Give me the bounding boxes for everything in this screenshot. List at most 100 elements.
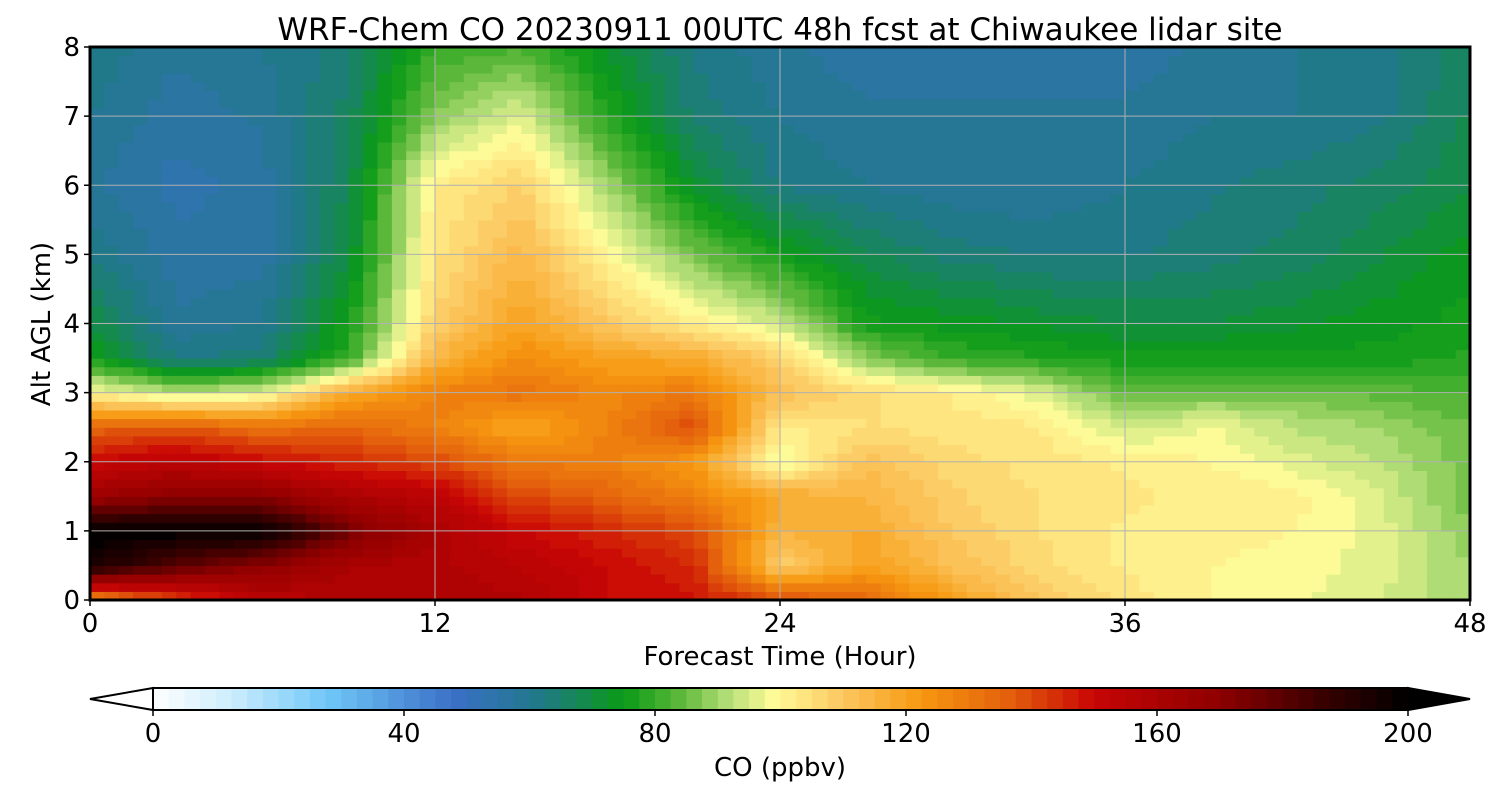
- heatmap-cell: [636, 107, 652, 117]
- heatmap-cell: [607, 219, 623, 230]
- heatmap-cell: [751, 556, 767, 567]
- heatmap-cell: [952, 133, 968, 143]
- heatmap-cell: [320, 280, 335, 290]
- heatmap-cell: [808, 461, 824, 471]
- heatmap-cell: [262, 513, 278, 523]
- heatmap-cell: [233, 591, 249, 601]
- heatmap-cell: [1168, 332, 1184, 342]
- heatmap-cell: [995, 358, 1011, 368]
- heatmap-cell: [938, 116, 954, 126]
- heatmap-cell: [1153, 574, 1169, 584]
- heatmap-cell: [104, 409, 120, 420]
- heatmap-cell: [765, 306, 781, 316]
- heatmap-cell: [679, 55, 695, 65]
- heatmap-cell: [765, 418, 781, 428]
- heatmap-cell: [650, 435, 666, 446]
- heatmap-cell: [1110, 513, 1126, 523]
- heatmap-cell: [693, 366, 709, 376]
- heatmap-cell: [636, 513, 652, 523]
- heatmap-cell: [320, 159, 335, 169]
- heatmap-cell: [1067, 237, 1083, 247]
- heatmap-cell: [679, 228, 695, 238]
- heatmap-cell: [248, 55, 264, 65]
- heatmap-cell: [1010, 254, 1025, 264]
- heatmap-cell: [679, 522, 695, 532]
- heatmap-cell: [377, 193, 393, 204]
- heatmap-cell: [1038, 185, 1054, 195]
- heatmap-cell: [550, 107, 565, 117]
- heatmap-cell: [521, 167, 537, 178]
- heatmap-cell: [176, 470, 192, 480]
- heatmap-cell: [765, 548, 781, 558]
- heatmap-cell: [161, 332, 177, 342]
- heatmap-cell: [90, 288, 105, 299]
- heatmap-cell: [1196, 409, 1212, 420]
- heatmap-cell: [650, 219, 666, 230]
- heatmap-cell: [665, 263, 680, 273]
- heatmap-cell: [981, 496, 997, 506]
- heatmap-cell: [104, 332, 120, 342]
- heatmap-cell: [435, 280, 450, 290]
- heatmap-cell: [952, 211, 968, 221]
- heatmap-cell: [995, 323, 1011, 333]
- heatmap-cell: [693, 64, 709, 74]
- heatmap-cell: [1168, 358, 1184, 368]
- heatmap-cell: [650, 401, 666, 411]
- heatmap-cell: [276, 306, 292, 316]
- heatmap-cell: [636, 193, 652, 204]
- heatmap-cell: [205, 72, 220, 83]
- heatmap-cell: [966, 332, 982, 342]
- heatmap-cell: [665, 142, 680, 152]
- heatmap-cell: [478, 254, 494, 264]
- heatmap-cell: [880, 47, 896, 57]
- heatmap-cell: [995, 72, 1011, 83]
- heatmap-cell: [736, 202, 752, 212]
- heatmap-cell: [521, 496, 537, 506]
- heatmap-cell: [708, 47, 724, 57]
- heatmap-cell: [938, 496, 954, 506]
- heatmap-cell: [463, 444, 479, 454]
- heatmap-cell: [851, 228, 867, 238]
- heatmap-cell: [1110, 159, 1126, 169]
- heatmap-cell: [176, 297, 192, 307]
- heatmap-cell: [420, 591, 436, 601]
- heatmap-cell: [650, 349, 666, 359]
- heatmap-cell: [751, 202, 767, 212]
- heatmap-cell: [233, 72, 249, 83]
- heatmap-cell: [693, 548, 709, 558]
- heatmap-cell: [262, 539, 278, 549]
- heatmap-cell: [478, 383, 494, 394]
- heatmap-cell: [952, 513, 968, 523]
- heatmap-cell: [248, 513, 264, 523]
- heatmap-cell: [880, 202, 896, 212]
- heatmap-cell: [205, 435, 220, 446]
- heatmap-cell: [650, 72, 666, 83]
- heatmap-cell: [348, 193, 364, 204]
- heatmap-cell: [161, 306, 177, 316]
- heatmap-cell: [334, 314, 350, 325]
- heatmap-cell: [736, 409, 752, 420]
- heatmap-cell: [1081, 513, 1097, 523]
- heatmap-cell: [607, 297, 623, 307]
- heatmap-cell: [535, 263, 551, 273]
- heatmap-cell: [880, 245, 896, 255]
- heatmap-cell: [607, 522, 623, 532]
- heatmap-cell: [621, 392, 637, 402]
- heatmap-cell: [320, 461, 335, 471]
- heatmap-cell: [449, 159, 465, 169]
- heatmap-cell: [780, 435, 795, 446]
- heatmap-cell: [305, 228, 321, 238]
- heatmap-cell: [607, 383, 623, 394]
- heatmap-cell: [478, 453, 494, 463]
- heatmap-cell: [938, 228, 954, 238]
- heatmap-cell: [995, 530, 1011, 541]
- heatmap-cell: [952, 530, 968, 541]
- heatmap-cell: [550, 159, 565, 169]
- heatmap-cell: [363, 375, 379, 385]
- heatmap-cell: [981, 245, 997, 255]
- heatmap-cell: [1010, 513, 1025, 523]
- heatmap-cell: [104, 72, 120, 83]
- heatmap-cell: [636, 159, 652, 169]
- heatmap-cell: [650, 81, 666, 91]
- heatmap-cell: [334, 211, 350, 221]
